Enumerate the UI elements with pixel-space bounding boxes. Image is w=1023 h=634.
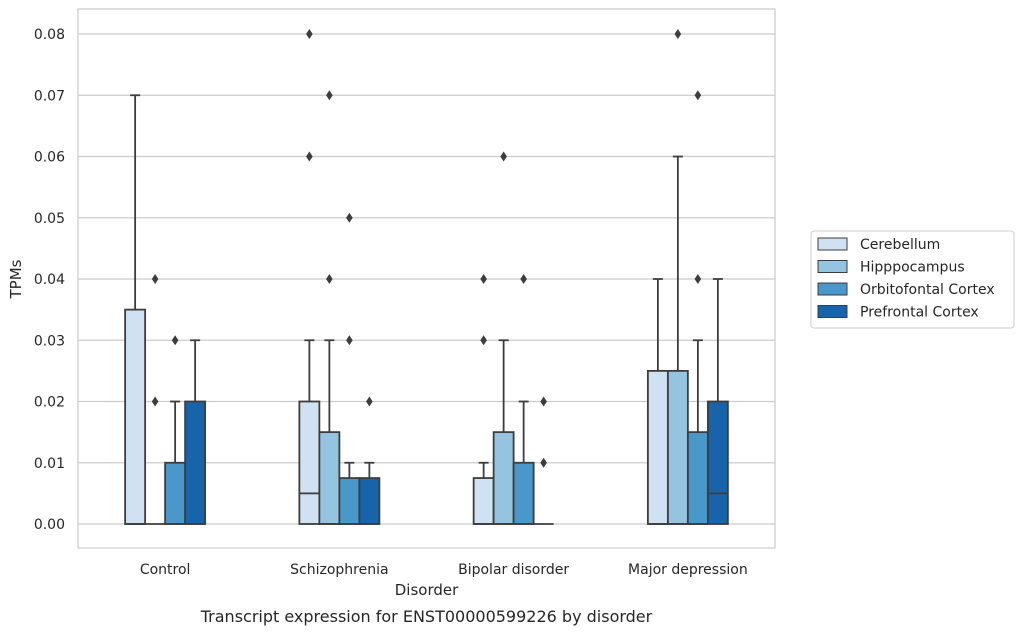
box-body bbox=[318, 431, 341, 525]
legend-label: Cerebellum bbox=[860, 237, 940, 253]
box-body bbox=[472, 477, 495, 525]
y-tick-label: 0.01 bbox=[34, 456, 65, 472]
box-body bbox=[164, 461, 187, 525]
box-1-1 bbox=[318, 90, 341, 525]
y-tick-label: 0.02 bbox=[34, 395, 65, 411]
outlier-marker bbox=[520, 274, 527, 284]
outlier-marker bbox=[171, 335, 179, 346]
outlier-marker bbox=[366, 396, 373, 407]
outlier-marker bbox=[151, 396, 159, 407]
box-body bbox=[706, 400, 729, 525]
box-2-3 bbox=[533, 396, 554, 525]
box-0-1 bbox=[145, 274, 166, 525]
x-tick-label: Major depression bbox=[628, 562, 748, 578]
x-tick-label: Control bbox=[140, 562, 191, 578]
outlier-marker bbox=[694, 274, 702, 284]
outlier-marker bbox=[346, 212, 353, 223]
outlier-marker bbox=[346, 335, 353, 346]
y-tick-label: 0.07 bbox=[34, 88, 65, 104]
legend-swatch bbox=[817, 305, 848, 318]
boxes-layer bbox=[124, 29, 729, 525]
box-body bbox=[666, 369, 689, 525]
box-body bbox=[492, 431, 515, 525]
x-tick-label: Bipolar disorder bbox=[458, 562, 569, 578]
box-body bbox=[124, 308, 147, 525]
box-body bbox=[338, 477, 361, 525]
box-body bbox=[512, 461, 535, 525]
y-tick-labels: 0.00 0.01 0.02 0.03 0.04 0.05 0.06 0.07 0.08 bbox=[34, 27, 65, 533]
box-body bbox=[686, 431, 709, 525]
box-body bbox=[298, 400, 321, 525]
x-tick-label: Schizophrenia bbox=[290, 562, 388, 578]
box-1-2 bbox=[338, 212, 361, 525]
box-body bbox=[358, 477, 381, 525]
outlier-marker bbox=[306, 29, 313, 39]
x-axis-label: Disorder bbox=[395, 581, 459, 599]
y-tick-label: 0.08 bbox=[34, 27, 65, 43]
legend-label: Prefrontal Cortex bbox=[860, 305, 979, 321]
y-tick-label: 0.06 bbox=[34, 150, 65, 166]
box-body bbox=[184, 400, 207, 525]
outlier-marker bbox=[540, 457, 547, 468]
legend-swatch bbox=[817, 260, 848, 273]
box-2-0 bbox=[472, 274, 495, 525]
legend-swatch bbox=[817, 282, 848, 296]
outlier-marker bbox=[500, 151, 507, 162]
y-tick-label: 0.03 bbox=[34, 333, 65, 349]
outlier-marker bbox=[694, 90, 702, 101]
outlier-marker bbox=[674, 29, 682, 39]
box-1-0 bbox=[298, 29, 321, 525]
chart-caption: Transcript expression for ENST0000059922… bbox=[200, 607, 653, 626]
plot-frame bbox=[77, 8, 776, 549]
box-3-3 bbox=[706, 278, 729, 525]
outlier-marker bbox=[480, 335, 487, 346]
legend-frame bbox=[810, 230, 1015, 329]
y-tick-label: 0.05 bbox=[34, 211, 65, 227]
outlier-marker bbox=[326, 90, 333, 101]
outlier-marker bbox=[151, 274, 159, 284]
outlier-marker bbox=[306, 151, 313, 162]
y-axis-label: TPMs bbox=[7, 259, 25, 299]
box-0-3 bbox=[184, 339, 207, 525]
box-1-3 bbox=[358, 396, 381, 525]
legend-label: Hipppocampus bbox=[860, 260, 965, 276]
outlier-marker bbox=[326, 274, 333, 284]
y-tick-label: 0.04 bbox=[34, 272, 65, 288]
box-0-0 bbox=[124, 94, 147, 525]
y-tick-label: 0.00 bbox=[34, 517, 65, 533]
x-tick-labels: Control Schizophrenia Bipolar disorder Majo… bbox=[140, 562, 748, 578]
box-2-2 bbox=[512, 274, 535, 525]
legend: Cerebellum Hipppocampus Orbitofontal Corte… bbox=[810, 230, 1015, 329]
outlier-marker bbox=[480, 274, 487, 284]
outlier-marker bbox=[540, 396, 547, 407]
legend-label: Orbitofontal Cortex bbox=[860, 282, 995, 298]
legend-swatch bbox=[817, 237, 848, 251]
box-body bbox=[646, 369, 669, 525]
